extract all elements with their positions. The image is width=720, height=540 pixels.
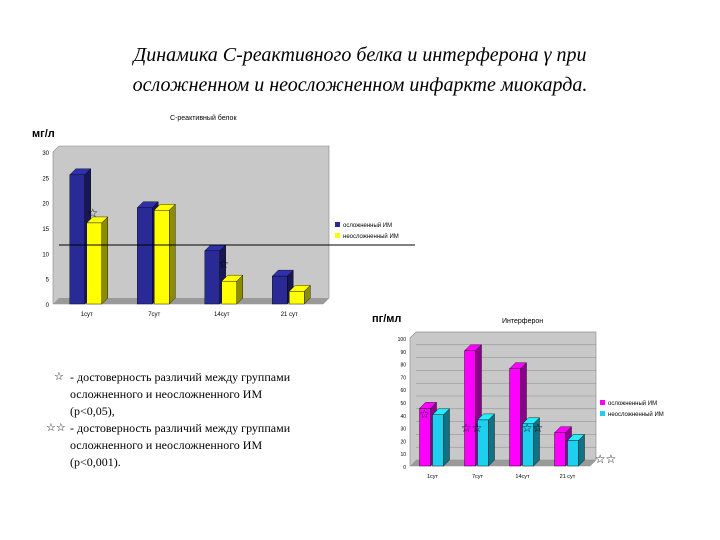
y-tick-label: 5 <box>46 278 50 284</box>
y-tick-label: 10 <box>400 452 406 458</box>
legend-swatch <box>600 411 605 416</box>
x-tick-label: 14сут <box>515 474 530 480</box>
x-tick-label: 7сут <box>472 474 484 480</box>
bar-front <box>272 275 288 305</box>
title-line-1: Динамика С-реактивного белка и интерферо… <box>133 44 587 66</box>
y-tick-label: 20 <box>42 202 49 208</box>
bar-front <box>221 280 237 305</box>
y-tick-label: 15 <box>42 227 49 233</box>
bar-front <box>419 408 431 467</box>
y-tick-label: 80 <box>400 363 406 369</box>
ifn-chart: 0 10 20 30 40 50 60 70 80 90 100 1сут 7сут 14сут 21 су… <box>398 331 664 480</box>
bar-front <box>432 414 444 467</box>
bar-uncomplicated <box>86 216 109 305</box>
significance-star-icon: ☆ <box>419 407 430 421</box>
bar-side <box>443 408 450 467</box>
note-p0001-text: - достоверность различий между группами … <box>70 421 291 469</box>
significance-star-icon: ☆☆ <box>522 421 544 435</box>
y-tick-label: 50 <box>400 401 406 407</box>
significance-star-icon: ☆ <box>218 257 229 271</box>
y-tick-label: 70 <box>400 375 406 381</box>
y-tick-label: 10 <box>42 252 49 258</box>
y-tick-label: 20 <box>400 439 406 445</box>
legend-swatch <box>335 233 340 238</box>
slide-title: Динамика С-реактивного белка и интерферо… <box>40 40 680 100</box>
bar-uncomplicated <box>221 274 244 305</box>
x-tick-label: 1сут <box>81 312 93 318</box>
bar-front <box>522 423 534 467</box>
legend-label: осложненный ИМ <box>343 222 392 229</box>
significance-notes: ☆ - достоверность различий между группам… <box>46 369 306 471</box>
bar-uncomplicated <box>477 413 495 467</box>
y-tick-label: 30 <box>42 151 49 157</box>
bar-front <box>477 419 489 467</box>
y-tick-label: 100 <box>398 337 407 343</box>
title-line-2: осложненном и неосложненном инфаркте мио… <box>132 74 588 96</box>
x-tick-label: 21 сут <box>560 474 576 480</box>
ifn-unit-label: пг/мл <box>372 313 402 325</box>
legend-swatch <box>600 400 605 405</box>
bar-side <box>169 203 176 305</box>
star-icon: ☆ <box>54 371 64 383</box>
crp-chart: 0 5 10 15 20 25 30 1сут 7сут 14сут 21 сут ☆ ☆ осложне… <box>42 145 415 318</box>
crp-chart-title: С-реактивный белок <box>170 115 237 122</box>
bar-front <box>554 432 566 467</box>
bar-side <box>101 216 108 305</box>
note-p005: ☆ - достоверность различий между группам… <box>46 369 306 420</box>
plot-floor <box>410 460 596 466</box>
bar-uncomplicated <box>153 203 176 305</box>
legend-swatch <box>335 222 340 227</box>
bar-front <box>509 368 521 467</box>
bar-uncomplicated <box>288 284 311 305</box>
legend-label: неосложненный ИМ <box>608 411 664 418</box>
bar-uncomplicated <box>432 408 450 467</box>
y-tick-label: 0 <box>403 465 406 471</box>
significance-star-icon: ☆ <box>87 206 98 220</box>
bar-front <box>154 210 170 305</box>
bar-front <box>464 350 476 467</box>
crp-unit-label: мг/л <box>32 128 55 140</box>
note-p0001: ☆☆ - достоверность различий между группа… <box>46 420 306 471</box>
y-tick-label: 25 <box>42 176 49 182</box>
double-star-icon: ☆☆ <box>46 422 66 434</box>
x-tick-label: 21 сут <box>281 312 298 318</box>
bar-side <box>488 413 495 467</box>
bar-front <box>137 207 153 305</box>
y-tick-label: 60 <box>400 388 406 394</box>
significance-star-icon: ☆☆ <box>461 421 483 435</box>
y-tick-label: 30 <box>400 427 406 433</box>
plot-floor <box>53 298 329 304</box>
bar-uncomplicated <box>522 417 540 467</box>
ifn-chart-title: Интерферон <box>502 318 544 325</box>
note-p005-text: - достоверность различий между группами … <box>70 370 291 418</box>
x-tick-label: 1сут <box>427 474 439 480</box>
bar-front <box>69 174 85 305</box>
significance-star-icon: ☆☆ <box>595 452 617 466</box>
bar-complicated <box>69 168 92 305</box>
y-tick-label: 0 <box>46 303 50 309</box>
bar-front <box>567 440 579 467</box>
bar-uncomplicated <box>567 433 585 467</box>
y-tick-label: 90 <box>400 350 406 356</box>
bar-front <box>204 250 220 305</box>
x-tick-label: 14сут <box>214 312 230 318</box>
bar-front <box>289 291 305 305</box>
legend-label: осложненный ИМ <box>608 400 657 407</box>
bar-front <box>86 222 102 305</box>
y-tick-label: 40 <box>400 414 406 420</box>
legend-label: неосложненный ИМ <box>343 233 399 240</box>
x-tick-label: 7сут <box>148 312 160 318</box>
